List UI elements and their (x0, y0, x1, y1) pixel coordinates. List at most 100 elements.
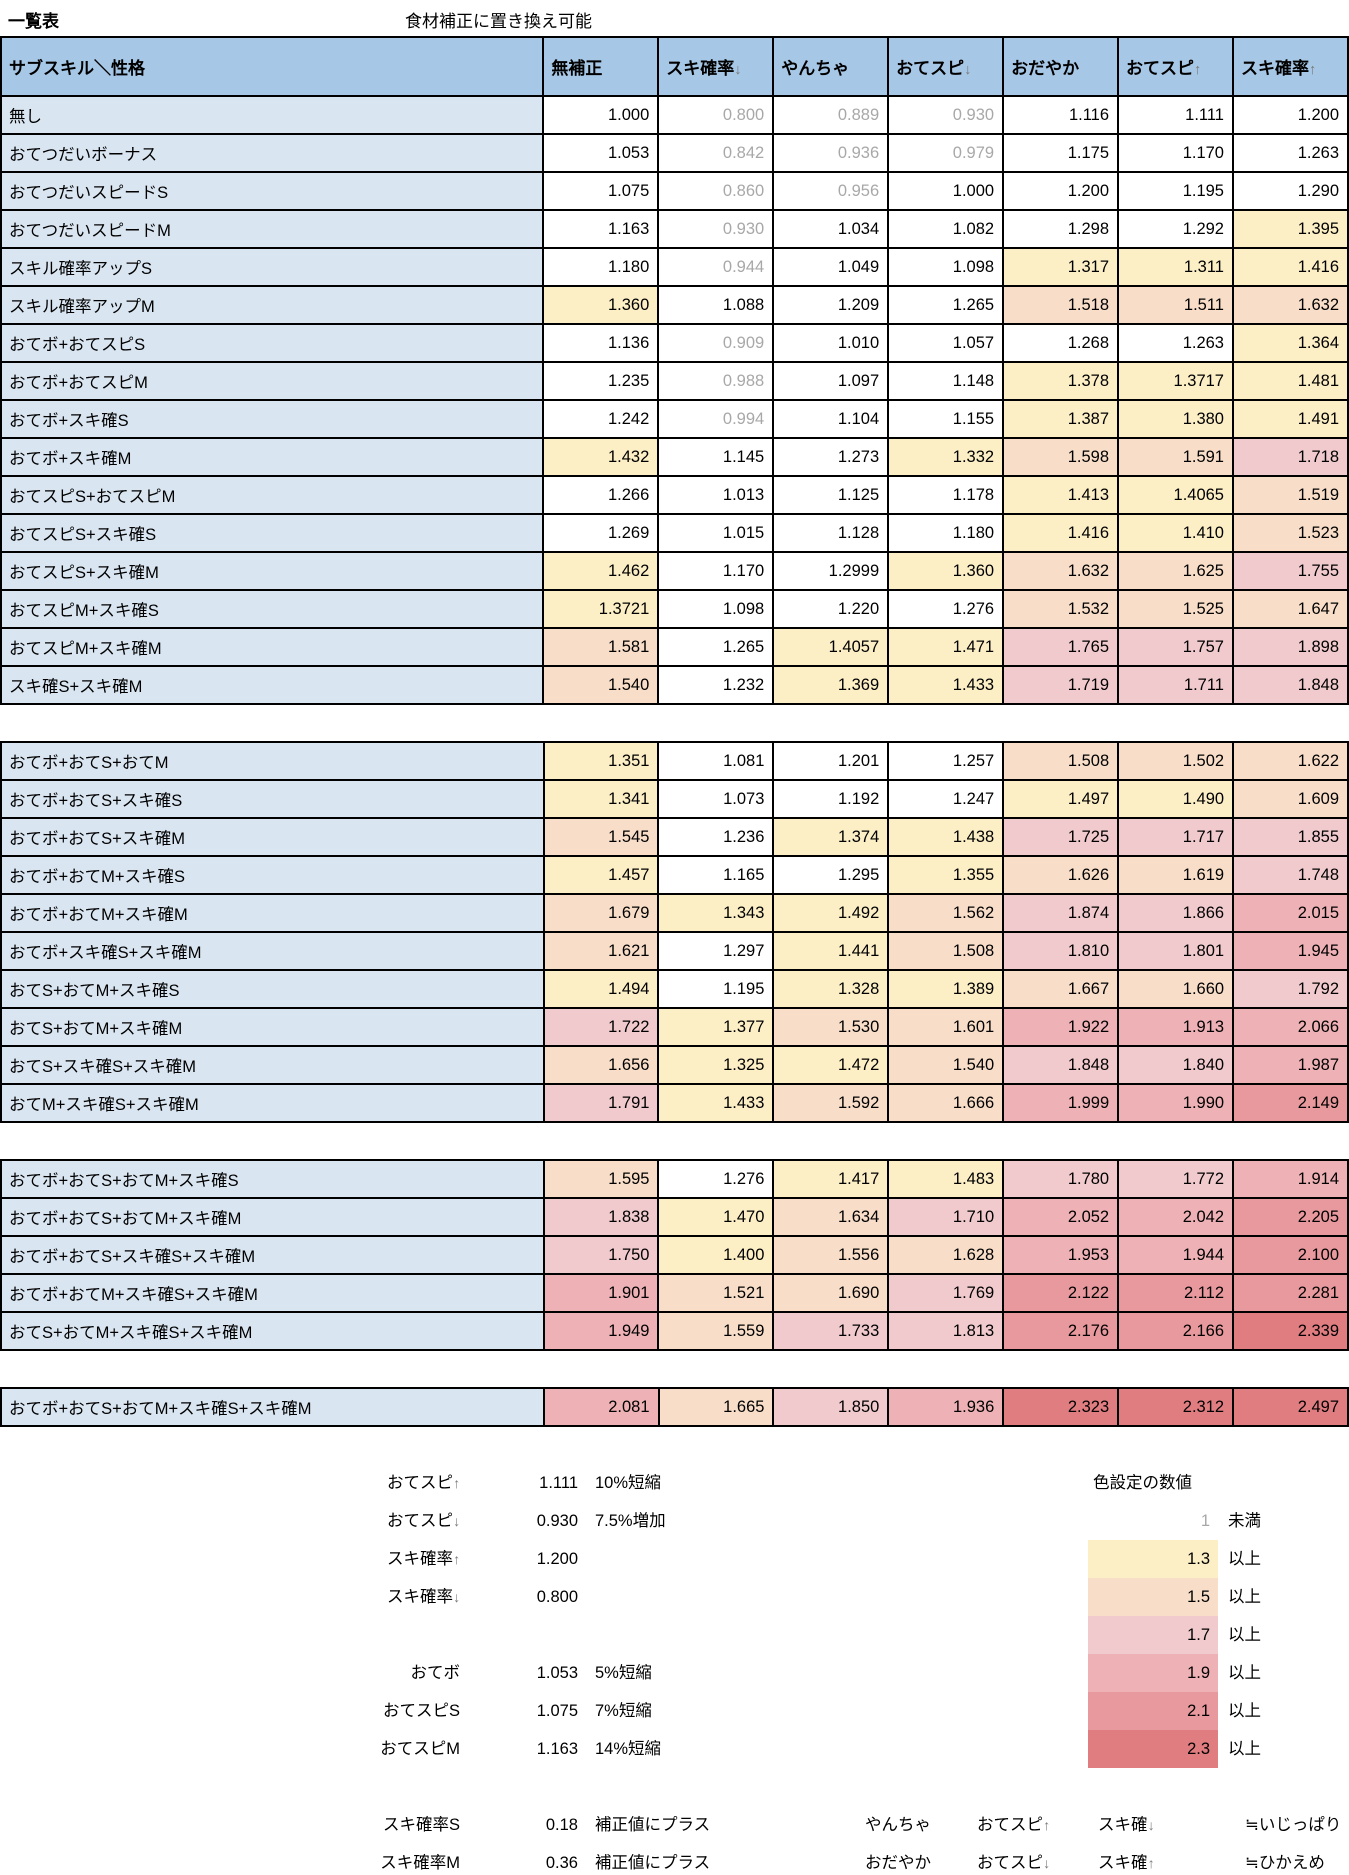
value-cell[interactable]: 1.733 (772, 1311, 890, 1351)
value-cell[interactable]: 1.3721 (542, 589, 660, 629)
value-cell[interactable]: 1.111 (1117, 95, 1234, 135)
value-cell[interactable]: 1.667 (1002, 969, 1120, 1009)
value-cell[interactable]: 1.725 (1002, 817, 1120, 857)
value-cell[interactable]: 1.098 (657, 589, 775, 629)
row-label[interactable]: おてつだいスピードM (0, 209, 545, 249)
value-cell[interactable]: 1.351 (542, 741, 660, 781)
value-cell[interactable]: 2.497 (1232, 1387, 1349, 1427)
value-cell[interactable]: 1.413 (1002, 475, 1120, 515)
value-cell[interactable]: 1.848 (1231, 665, 1349, 705)
value-cell[interactable]: 1.757 (1117, 627, 1234, 667)
value-cell[interactable]: 1.116 (1002, 95, 1120, 135)
value-cell[interactable]: 1.377 (657, 1007, 775, 1047)
value-cell[interactable]: 1.838 (542, 1197, 660, 1237)
value-cell[interactable]: 1.508 (1002, 741, 1120, 781)
value-cell[interactable]: 1.057 (887, 323, 1005, 363)
value-cell[interactable]: 1.457 (542, 855, 660, 895)
value-cell[interactable]: 1.634 (772, 1197, 890, 1237)
row-label[interactable]: おてボ+スキ確S+スキ確M (0, 931, 545, 971)
value-cell[interactable]: 1.690 (772, 1273, 890, 1313)
value-cell[interactable]: 1.360 (542, 285, 660, 325)
value-cell[interactable]: 1.990 (1117, 1083, 1235, 1123)
value-cell[interactable]: 1.855 (1232, 817, 1349, 857)
value-cell[interactable]: 1.525 (1117, 589, 1234, 629)
value-cell[interactable]: 1.4057 (772, 627, 890, 667)
value-cell[interactable]: 1.125 (772, 475, 890, 515)
value-cell[interactable]: 1.562 (887, 893, 1005, 933)
value-cell[interactable]: 1.364 (1231, 323, 1349, 363)
row-label[interactable]: おてつだいスピードS (0, 171, 545, 211)
value-cell[interactable]: 1.263 (1231, 133, 1349, 173)
value-cell[interactable]: 2.312 (1117, 1387, 1235, 1427)
value-cell[interactable]: 2.281 (1232, 1273, 1349, 1313)
value-cell[interactable]: 1.848 (1002, 1045, 1120, 1085)
value-cell[interactable]: 1.626 (1002, 855, 1120, 895)
value-cell[interactable]: 1.155 (887, 399, 1005, 439)
row-label[interactable]: おてスピS+おてスピM (0, 475, 545, 515)
value-cell[interactable]: 1.511 (1117, 285, 1234, 325)
value-cell[interactable]: 1.341 (542, 779, 660, 819)
value-cell[interactable]: 1.508 (887, 931, 1005, 971)
value-cell[interactable]: 1.380 (1117, 399, 1234, 439)
value-cell[interactable]: 1.075 (542, 171, 660, 211)
column-header[interactable]: 無補正 (542, 36, 660, 97)
value-cell[interactable]: 1.268 (1002, 323, 1120, 363)
value-cell[interactable]: 1.592 (772, 1083, 890, 1123)
value-cell[interactable]: 1.145 (657, 437, 775, 477)
value-cell[interactable]: 1.073 (657, 779, 775, 819)
value-cell[interactable]: 1.874 (1002, 893, 1120, 933)
value-cell[interactable]: 1.462 (542, 551, 660, 591)
value-cell[interactable]: 0.994 (657, 399, 775, 439)
value-cell[interactable]: 1.850 (772, 1387, 890, 1427)
row-label[interactable]: スキル確率アップM (0, 285, 545, 325)
value-cell[interactable]: 1.518 (1002, 285, 1120, 325)
value-cell[interactable]: 1.647 (1231, 589, 1349, 629)
value-cell[interactable]: 0.842 (657, 133, 775, 173)
value-cell[interactable]: 1.483 (887, 1159, 1005, 1199)
value-cell[interactable]: 2.205 (1232, 1197, 1349, 1237)
value-cell[interactable]: 1.242 (542, 399, 660, 439)
value-cell[interactable]: 1.502 (1117, 741, 1235, 781)
value-cell[interactable]: 0.979 (887, 133, 1005, 173)
value-cell[interactable]: 1.519 (1231, 475, 1349, 515)
value-cell[interactable]: 2.166 (1117, 1311, 1235, 1351)
value-cell[interactable]: 1.395 (1231, 209, 1349, 249)
value-cell[interactable]: 1.195 (1117, 171, 1234, 211)
value-cell[interactable]: 1.263 (1117, 323, 1234, 363)
value-cell[interactable]: 2.122 (1002, 1273, 1120, 1313)
row-label[interactable]: おてボ+おてM+スキ確S+スキ確M (0, 1273, 545, 1313)
value-cell[interactable]: 1.273 (772, 437, 890, 477)
value-cell[interactable]: 1.209 (772, 285, 890, 325)
value-cell[interactable]: 1.098 (887, 247, 1005, 287)
value-cell[interactable]: 1.163 (542, 209, 660, 249)
value-cell[interactable]: 1.000 (542, 95, 660, 135)
value-cell[interactable]: 1.265 (887, 285, 1005, 325)
value-cell[interactable]: 1.949 (542, 1311, 660, 1351)
value-cell[interactable]: 2.081 (542, 1387, 660, 1427)
value-cell[interactable]: 1.015 (657, 513, 775, 553)
value-cell[interactable]: 1.481 (1231, 361, 1349, 401)
value-cell[interactable]: 1.441 (772, 931, 890, 971)
value-cell[interactable]: 1.999 (1002, 1083, 1120, 1123)
value-cell[interactable]: 1.269 (542, 513, 660, 553)
value-cell[interactable]: 1.000 (887, 171, 1005, 211)
value-cell[interactable]: 1.660 (1117, 969, 1235, 1009)
row-label[interactable]: おてボ+おてS+スキ確S+スキ確M (0, 1235, 545, 1275)
value-cell[interactable]: 1.088 (657, 285, 775, 325)
value-cell[interactable]: 1.632 (1002, 551, 1120, 591)
value-cell[interactable]: 1.792 (1232, 969, 1349, 1009)
value-cell[interactable]: 1.717 (1117, 817, 1235, 857)
value-cell[interactable]: 1.257 (887, 741, 1005, 781)
value-cell[interactable]: 1.2999 (772, 551, 890, 591)
value-cell[interactable]: 1.175 (1002, 133, 1120, 173)
value-cell[interactable]: 0.800 (657, 95, 775, 135)
value-cell[interactable]: 1.290 (1231, 171, 1349, 211)
value-cell[interactable]: 1.598 (1002, 437, 1120, 477)
value-cell[interactable]: 1.292 (1117, 209, 1234, 249)
value-cell[interactable]: 2.323 (1002, 1387, 1120, 1427)
row-label[interactable]: おてボ+おてスピS (0, 323, 545, 363)
row-label[interactable]: おてボ+おてS+おてM+スキ確S+スキ確M (0, 1387, 545, 1427)
value-cell[interactable]: 1.400 (657, 1235, 775, 1275)
value-cell[interactable]: 1.433 (887, 665, 1005, 705)
row-label[interactable]: 無し (0, 95, 545, 135)
